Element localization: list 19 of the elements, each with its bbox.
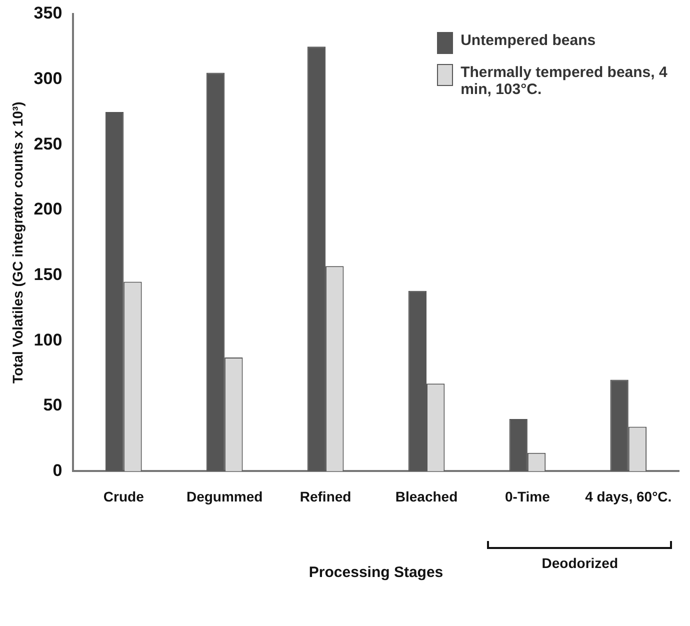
y-axis-title: Total Volatiles (GC integrator counts x 10³) — [9, 102, 26, 384]
text: Deodorized — [540, 555, 620, 572]
y-tick-label: 200 — [34, 200, 62, 219]
legend-label: Thermally tempered beans, 4 min, 103°C. — [460, 64, 668, 98]
x-tick-label: 4 days, 60°C. — [585, 488, 672, 504]
y-tick-label: 300 — [34, 69, 62, 88]
x-tick-label: Crude — [103, 488, 144, 504]
x-tick-label: Bleached — [395, 488, 458, 504]
y-tick-label: 50 — [43, 396, 62, 415]
y-tick-label: 150 — [34, 264, 62, 284]
y-tick-label: 0 — [52, 460, 62, 480]
x-tick-label: Refined — [300, 488, 352, 504]
legend-label: Untempered beans — [460, 32, 596, 49]
x-tick-label: 0-Time — [505, 488, 550, 504]
y-tick-label: 350 — [34, 4, 62, 23]
y-tick-label: 250 — [34, 134, 62, 154]
y-tick-label: 100 — [34, 330, 62, 350]
x-axis-title: Processing Stages — [308, 564, 444, 582]
x-tick-label: Degummed — [186, 488, 263, 504]
